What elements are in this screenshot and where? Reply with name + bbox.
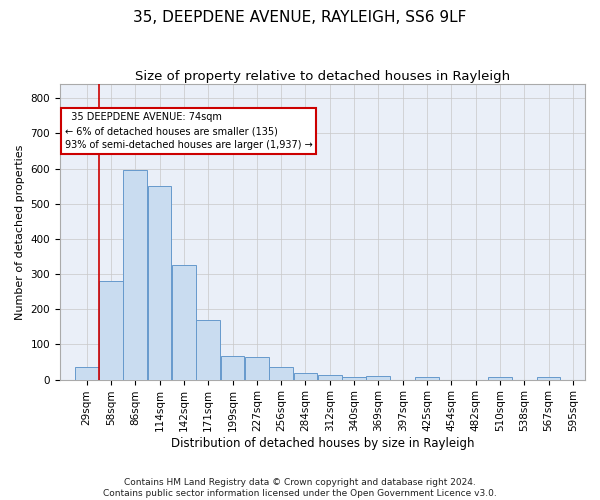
Y-axis label: Number of detached properties: Number of detached properties — [15, 144, 25, 320]
Bar — [342, 377, 366, 380]
Title: Size of property relative to detached houses in Rayleigh: Size of property relative to detached ho… — [135, 70, 510, 83]
Bar — [75, 368, 98, 380]
Bar — [293, 372, 317, 380]
Bar — [148, 186, 172, 380]
Text: Contains HM Land Registry data © Crown copyright and database right 2024.
Contai: Contains HM Land Registry data © Crown c… — [103, 478, 497, 498]
Bar — [488, 377, 512, 380]
Bar — [415, 377, 439, 380]
Text: 35, DEEPDENE AVENUE, RAYLEIGH, SS6 9LF: 35, DEEPDENE AVENUE, RAYLEIGH, SS6 9LF — [133, 10, 467, 25]
Bar — [221, 356, 244, 380]
Text: 35 DEEPDENE AVENUE: 74sqm
← 6% of detached houses are smaller (135)
93% of semi-: 35 DEEPDENE AVENUE: 74sqm ← 6% of detach… — [65, 112, 313, 150]
Bar — [367, 376, 390, 380]
Bar — [172, 266, 196, 380]
Bar — [124, 170, 147, 380]
Bar — [99, 281, 123, 380]
Bar — [318, 376, 341, 380]
Bar — [536, 377, 560, 380]
Bar — [196, 320, 220, 380]
Bar — [269, 368, 293, 380]
Bar — [245, 356, 269, 380]
X-axis label: Distribution of detached houses by size in Rayleigh: Distribution of detached houses by size … — [171, 437, 474, 450]
